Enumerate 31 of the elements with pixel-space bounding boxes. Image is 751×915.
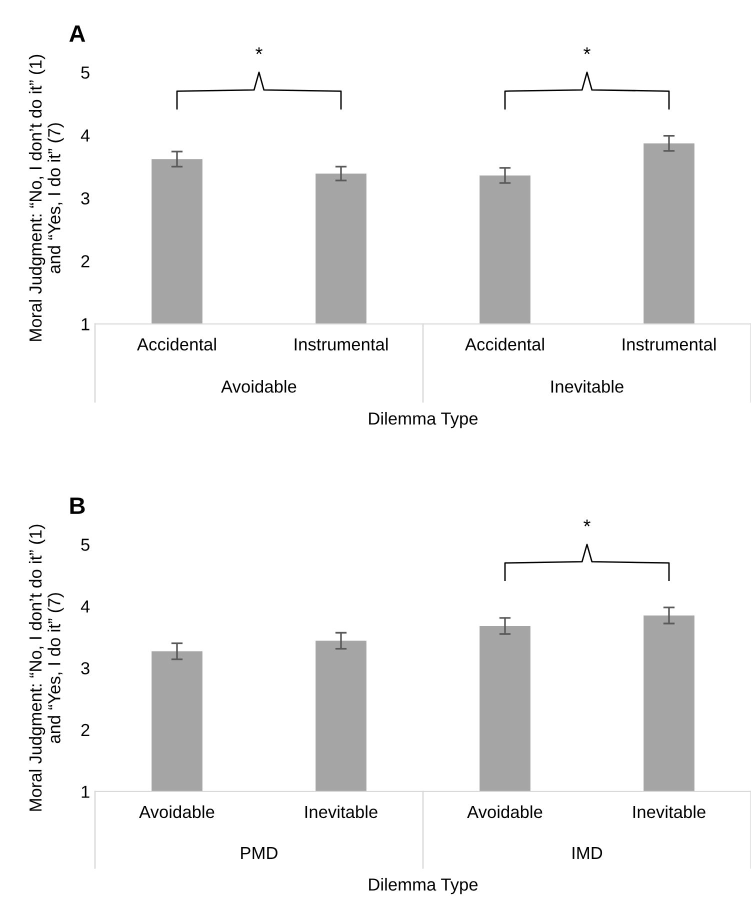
y-axis-title: Moral Judgment: “No, I don’t do it” (1) and “Yes, I do it” (7) [28, 54, 64, 341]
x-tick-label: Accidental [136, 338, 216, 351]
y-tick-label: 4 [80, 130, 90, 142]
y-tick-label: 3 [81, 192, 90, 205]
y-tick-label: 1 [82, 318, 90, 330]
x-tick-label: Inevitable [305, 805, 378, 818]
text: PMD [241, 847, 278, 859]
text: Avoidable [221, 380, 296, 393]
text: * [256, 47, 262, 54]
y-tick-label: 5 [81, 66, 90, 79]
text: * [584, 520, 590, 526]
x-axis-title: Dilemma Type [369, 878, 478, 894]
y-axis-title: Moral Judgment: “No, I don’t do it” (1) and “Yes, I do it” (7) [28, 524, 64, 811]
x-axis-title: Dilemma Type [369, 412, 478, 428]
y-tick-label: 2 [81, 724, 90, 736]
y-tick-label: 4 [80, 600, 90, 612]
x-tick-label: Instrumental [622, 338, 716, 351]
text: * [584, 47, 590, 54]
chart-title: A [69, 25, 86, 42]
y-tick-label: 5 [81, 538, 90, 551]
x-tick-label: Instrumental [294, 338, 388, 351]
text: IMD [572, 847, 602, 859]
y-tick-label: 2 [81, 255, 90, 268]
x-tick-label: Accidental [464, 338, 544, 351]
y-tick-label: 3 [81, 662, 90, 674]
x-tick-label: Inevitable [633, 805, 706, 818]
text: Inevitable [551, 380, 624, 393]
x-tick-label: Avoidable [467, 805, 542, 818]
x-tick-label: Avoidable [139, 805, 214, 818]
y-tick-label: 1 [82, 786, 90, 798]
chart-title: B [70, 498, 85, 514]
